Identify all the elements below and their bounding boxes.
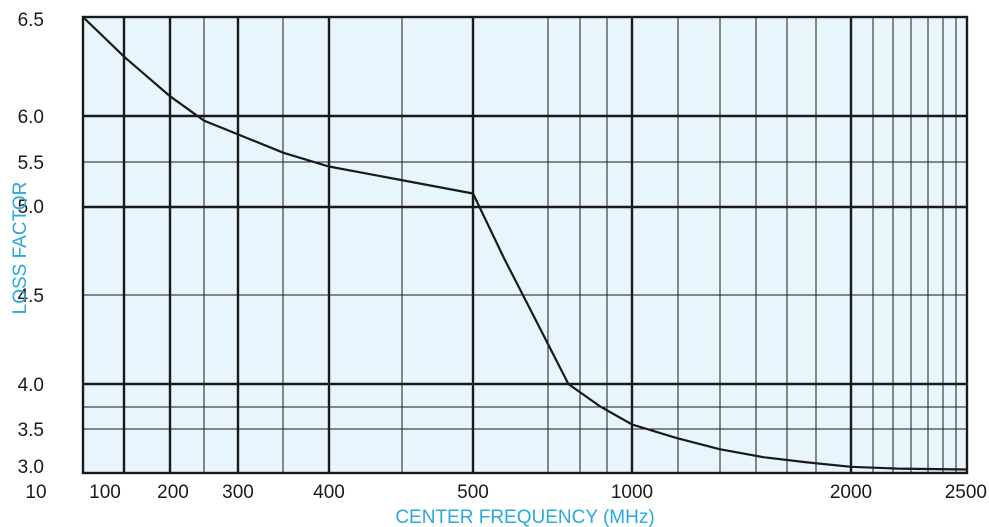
- y-tick-label: 4.5: [18, 286, 44, 307]
- plot-area: [83, 17, 967, 473]
- x-tick-label: 1000: [611, 482, 653, 503]
- y-tick-label: 5.5: [18, 153, 44, 174]
- x-tick-label: 100: [89, 482, 121, 503]
- x-tick-label: 300: [222, 482, 254, 503]
- x-axis-title: CENTER FREQUENCY (MHz): [395, 507, 654, 527]
- y-tick-label: 4.0: [18, 375, 44, 396]
- y-tick-label: 3.5: [18, 420, 44, 441]
- y-axis-title: LOSS FACTOR: [10, 182, 31, 315]
- y-tick-label: 6.0: [18, 107, 44, 128]
- x-tick-label: 2500: [945, 482, 987, 503]
- x-tick-label: 200: [157, 482, 189, 503]
- x-tick-labels: 10 100 200 300 400 500 1000 2000 2500: [25, 482, 987, 503]
- loss-factor-curve: [82, 16, 968, 471]
- x-tick-label: 10: [25, 482, 46, 503]
- x-tick-label: 2000: [830, 482, 872, 503]
- plot-frame: [81, 15, 969, 475]
- y-tick-label: 3.0: [18, 457, 44, 478]
- y-tick-labels: 3.0 3.5 4.0 4.5 5.0 5.5 6.0 6.5: [18, 10, 44, 478]
- grid: [83, 17, 967, 473]
- x-tick-label: 500: [457, 482, 489, 503]
- x-tick-label: 400: [313, 482, 345, 503]
- y-tick-label: 6.5: [18, 10, 44, 31]
- y-tick-label: 5.0: [18, 197, 44, 218]
